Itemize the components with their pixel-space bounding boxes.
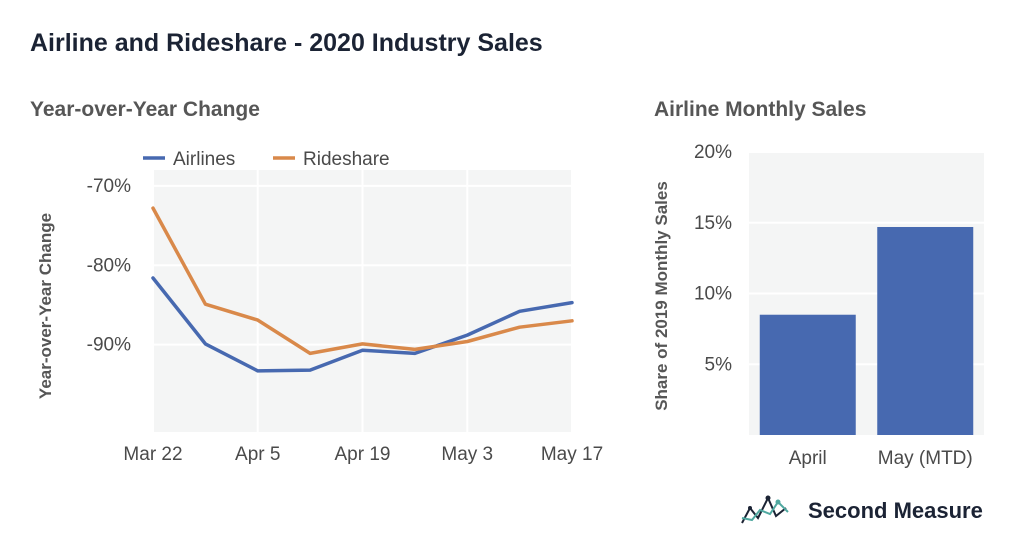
- legend-label-airlines: Airlines: [173, 149, 235, 170]
- series-line-airlines: [151, 276, 574, 373]
- line-x-tick-label: Mar 22: [123, 444, 182, 465]
- bar-y-tick-label: 10%: [694, 284, 732, 305]
- bar-y-tick-label: 20%: [694, 142, 732, 163]
- line-y-tick-label: -70%: [87, 176, 131, 197]
- line-x-tick-label: Apr 19: [335, 444, 391, 465]
- bar-x-tick-label: May (MTD): [878, 448, 973, 469]
- line-x-tick-label: May 3: [441, 444, 493, 465]
- line-chart: -70% -80% -90% Mar 22 Apr 5 Apr 19 May 3 May 17…: [36, 149, 603, 465]
- legend-label-rideshare: Rideshare: [303, 149, 390, 170]
- brand-name: Second Measure: [808, 498, 983, 523]
- bar-y-tick-label: 5%: [705, 354, 733, 375]
- bar-chart: 20% 15% 10% 5% April May (MTD) Share of 2019 M…: [652, 142, 984, 469]
- bar-x-tick-label: April: [789, 448, 827, 469]
- line-x-tick-label: Apr 5: [235, 444, 280, 465]
- bar-1: [759, 314, 856, 435]
- bar-y-tick-label: 15%: [694, 213, 732, 234]
- line-chart-title: Year-over-Year Change: [30, 98, 260, 121]
- bar-2: [877, 226, 974, 435]
- series-line-rideshare: [151, 206, 574, 356]
- second-measure-logo: Second Measure: [738, 490, 1008, 530]
- brand-logo-icon: [741, 495, 789, 524]
- line-y-tick-label: -90%: [87, 335, 131, 356]
- chart-main-title: Airline and Rideshare - 2020 Industry Sa…: [30, 29, 543, 57]
- line-y-tick-label: -80%: [87, 255, 131, 276]
- bar-chart-title: Airline Monthly Sales: [654, 98, 867, 121]
- bar-y-axis-label: Share of 2019 Monthly Sales: [652, 181, 671, 411]
- line-y-axis-label: Year-over-Year Change: [36, 213, 55, 399]
- line-x-tick-label: May 17: [541, 444, 603, 465]
